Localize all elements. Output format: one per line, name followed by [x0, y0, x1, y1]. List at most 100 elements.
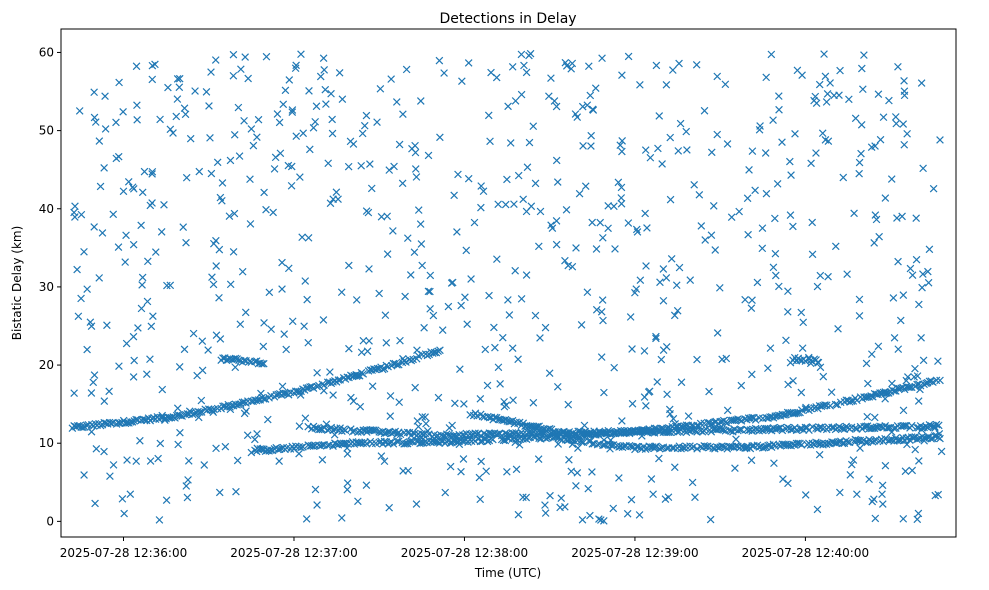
data-point [783, 308, 792, 316]
data-point [457, 467, 465, 476]
data-point [338, 95, 347, 103]
data-point [453, 228, 461, 236]
data-point [505, 311, 514, 319]
data-point [561, 256, 569, 265]
data-point [706, 515, 715, 524]
data-point [496, 380, 504, 388]
data-point [875, 232, 883, 241]
data-point [675, 263, 684, 272]
data-point [491, 413, 499, 422]
data-point [382, 339, 391, 347]
data-point [642, 401, 650, 410]
data-point [806, 359, 815, 368]
data-point [296, 173, 304, 181]
data-point [868, 437, 877, 446]
data-point [241, 308, 250, 317]
data-point [638, 432, 646, 440]
data-point [769, 263, 778, 272]
data-point [522, 271, 531, 279]
data-point [784, 380, 792, 389]
data-point [890, 424, 898, 433]
data-point [206, 134, 214, 142]
data-point [636, 81, 644, 89]
data-point [911, 364, 919, 373]
data-point [734, 415, 742, 423]
data-point [302, 515, 311, 523]
data-point [918, 283, 926, 292]
data-point [526, 428, 534, 437]
data-point [147, 322, 156, 331]
data-point [523, 163, 532, 172]
data-point [867, 143, 876, 152]
data-point [133, 101, 141, 110]
data-point [322, 420, 331, 428]
data-point [935, 430, 944, 438]
data-point [662, 274, 671, 282]
data-point [587, 142, 595, 150]
data-point [398, 179, 407, 188]
data-point [166, 125, 175, 134]
data-point [148, 75, 157, 84]
data-point [401, 292, 409, 301]
data-point [735, 207, 743, 216]
data-point [436, 133, 444, 142]
data-point [814, 358, 823, 367]
data-point [672, 281, 681, 290]
data-point [77, 210, 86, 219]
data-point [234, 103, 243, 112]
data-point [215, 293, 223, 302]
data-point [652, 332, 660, 341]
data-point [562, 206, 571, 214]
data-point [160, 200, 168, 209]
data-point [321, 85, 330, 94]
data-point [320, 66, 329, 74]
data-point [865, 475, 873, 484]
data-point [606, 445, 614, 453]
data-point [411, 383, 419, 392]
data-point [511, 266, 520, 275]
data-point [138, 273, 147, 282]
data-point [924, 278, 933, 287]
data-point [269, 208, 277, 217]
data-point [786, 157, 794, 166]
data-point [508, 344, 517, 353]
data-point [436, 346, 444, 355]
data-point [674, 147, 683, 155]
data-point [652, 61, 661, 70]
data-point [934, 421, 943, 430]
data-point [504, 296, 512, 304]
data-point [600, 429, 609, 438]
data-point [490, 323, 498, 332]
data-point [574, 444, 582, 452]
data-point [573, 468, 582, 477]
data-point [892, 119, 901, 128]
data-point [556, 503, 564, 512]
data-point [98, 229, 107, 237]
data-point [822, 98, 831, 106]
y-tick-label: 10 [39, 436, 54, 450]
data-point [505, 431, 513, 439]
data-point [300, 322, 308, 331]
data-point [857, 149, 865, 158]
data-point [529, 122, 538, 131]
data-point [520, 61, 528, 70]
data-point [609, 504, 618, 513]
data-point [296, 391, 305, 399]
data-point [751, 416, 760, 424]
data-point [899, 515, 908, 523]
data-point [784, 287, 792, 296]
data-point [896, 316, 905, 325]
data-point [180, 345, 189, 354]
data-point [536, 334, 544, 342]
data-point [920, 436, 929, 445]
data-point [315, 425, 323, 434]
data-point [584, 62, 593, 71]
data-point [929, 378, 937, 387]
data-point [273, 110, 282, 118]
data-point [617, 194, 626, 202]
data-point [208, 273, 216, 282]
data-point [198, 337, 207, 346]
data-point [632, 285, 641, 293]
data-point [148, 167, 157, 176]
data-point [132, 62, 141, 71]
